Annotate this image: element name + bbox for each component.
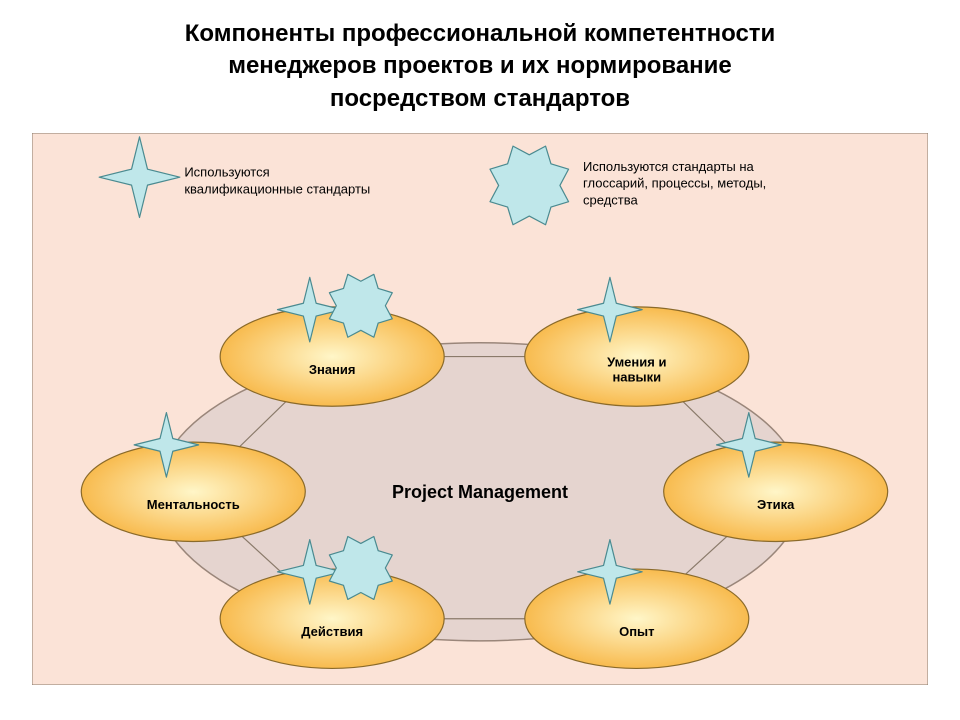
svg-text:Этика: Этика [757, 497, 795, 512]
node-knowledge: Знания [220, 307, 444, 406]
svg-text:глоссарий, процессы, методы,: глоссарий, процессы, методы, [583, 176, 766, 191]
svg-text:Умения и: Умения и [607, 355, 666, 370]
svg-text:навыки: навыки [612, 370, 661, 385]
node-ethics: Этика [664, 442, 888, 541]
svg-text:Используются: Используются [184, 165, 269, 180]
svg-text:Знания: Знания [309, 362, 356, 377]
diagram-canvas: Знания Умения инавыки Этика Опыт Действия Мен… [32, 133, 928, 685]
node-experience: Опыт [525, 569, 749, 668]
svg-text:квалификационные стандарты: квалификационные стандарты [184, 181, 370, 196]
node-mentality: Ментальность [81, 442, 305, 541]
svg-text:Ментальность: Ментальность [147, 497, 240, 512]
svg-text:Используются стандарты на: Используются стандарты на [583, 159, 754, 174]
node-skills: Умения инавыки [525, 307, 749, 406]
page-title: Компоненты профессиональной компетентнос… [0, 0, 960, 115]
node-actions: Действия [220, 569, 444, 668]
center-label: Project Management [392, 482, 568, 502]
svg-text:Опыт: Опыт [619, 624, 654, 639]
svg-text:средства: средства [583, 193, 638, 208]
svg-text:Действия: Действия [301, 624, 363, 639]
